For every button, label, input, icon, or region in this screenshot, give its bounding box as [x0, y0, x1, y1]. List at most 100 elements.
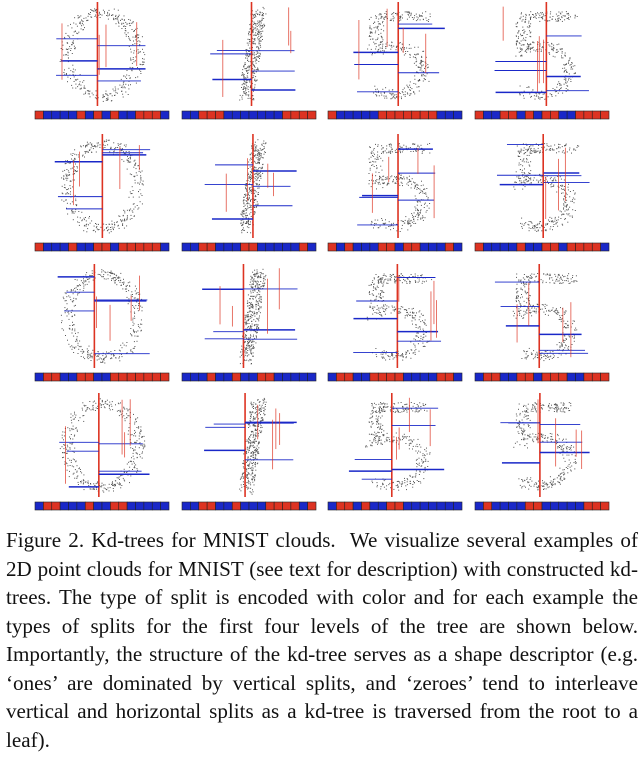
cloud-point	[386, 351, 387, 353]
cloud-point	[378, 91, 379, 93]
cloud-point	[382, 160, 384, 162]
cloud-point	[552, 226, 554, 227]
cloud-point	[242, 219, 244, 221]
cloud-point	[74, 328, 76, 330]
cloud-point	[369, 27, 371, 29]
cloud-point	[91, 92, 93, 94]
cloud-point	[114, 18, 116, 20]
cloud-point	[417, 332, 419, 334]
cloud-point	[386, 13, 387, 15]
cloud-point	[254, 60, 256, 62]
cloud-point	[132, 22, 134, 24]
split-type-cell	[93, 110, 103, 120]
cloud-point	[257, 9, 259, 11]
cloud-point	[519, 156, 521, 157]
split-type-cell	[352, 110, 362, 120]
cloud-point	[574, 193, 576, 195]
cloud-point	[259, 58, 260, 59]
cloud-point	[381, 277, 383, 279]
cloud-point	[253, 341, 255, 343]
cloud-point	[368, 173, 370, 174]
cloud-point	[384, 275, 386, 276]
cloud-point	[263, 276, 265, 278]
cloud-point	[73, 31, 75, 33]
cloud-point	[413, 91, 415, 93]
cloud-point	[66, 296, 68, 298]
split-type-cell	[550, 372, 560, 382]
cloud-point	[117, 143, 119, 145]
cloud-point	[382, 182, 384, 184]
cloud-point	[120, 150, 122, 152]
cloud-point	[82, 29, 84, 31]
cloud-point	[516, 26, 518, 28]
cloud-point	[249, 340, 251, 342]
cloud-point	[256, 269, 258, 271]
cloud-point	[557, 280, 559, 282]
cloud-point	[408, 222, 410, 224]
cloud-point	[85, 224, 87, 226]
cloud-point	[413, 212, 415, 214]
cloud-point	[127, 415, 129, 417]
split-type-cell	[419, 242, 429, 252]
cloud-point	[63, 175, 65, 177]
cloud-point	[131, 186, 133, 188]
cloud-point	[408, 16, 410, 18]
cloud-point	[70, 191, 71, 193]
cloud-point	[264, 25, 266, 26]
cloud-point	[258, 327, 260, 329]
cloud-point	[84, 156, 85, 158]
cloud-point	[256, 325, 258, 327]
cloud-point	[520, 16, 522, 18]
cloud-point	[566, 81, 568, 83]
cloud-point	[544, 15, 546, 17]
cloud-point	[410, 357, 412, 359]
cloud-point	[87, 19, 89, 21]
cloud-point	[548, 310, 549, 312]
cloud-point	[421, 282, 423, 284]
cloud-point	[245, 212, 247, 214]
cloud-point	[417, 212, 419, 214]
cloud-point	[535, 50, 537, 52]
cloud-point	[407, 223, 409, 225]
cloud-point	[523, 172, 525, 173]
cloud-point	[67, 52, 69, 54]
cloud-point	[418, 280, 420, 282]
cloud-point	[555, 275, 557, 277]
cloud-point	[99, 17, 101, 18]
cloud-point	[565, 143, 567, 145]
split-type-cell	[516, 372, 526, 382]
cloud-point	[258, 304, 260, 306]
cloud-point	[380, 177, 382, 179]
cloud-point	[250, 295, 252, 297]
cloud-point	[95, 94, 97, 96]
split-type-cell	[336, 242, 346, 252]
cloud-point	[66, 193, 68, 195]
cloud-point	[547, 20, 549, 22]
cloud-point	[393, 45, 395, 47]
cloud-point	[532, 227, 534, 228]
cloud-point	[558, 280, 560, 282]
cloud-point	[388, 183, 390, 185]
cloud-point	[520, 287, 522, 289]
cloud-point	[82, 155, 83, 157]
cloud-point	[254, 65, 255, 67]
cloud-point	[402, 275, 404, 276]
cloud-point	[389, 275, 391, 277]
cloud-point	[260, 22, 262, 24]
cloud-point	[110, 227, 111, 228]
split-type-cell	[101, 242, 111, 252]
cloud-point	[89, 278, 91, 280]
cloud-point	[120, 219, 122, 221]
cloud-point	[254, 167, 256, 169]
cloud-point	[261, 25, 263, 26]
cloud-point	[384, 308, 386, 310]
cloud-point	[250, 290, 252, 292]
cloud-point	[64, 184, 66, 186]
cloud-point	[259, 171, 261, 173]
cloud-point	[526, 87, 528, 88]
split-type-cell	[419, 110, 429, 120]
split-type-bar	[327, 110, 463, 120]
cloud-point	[78, 156, 80, 158]
cloud-point	[105, 227, 107, 229]
cloud-point	[541, 143, 543, 145]
